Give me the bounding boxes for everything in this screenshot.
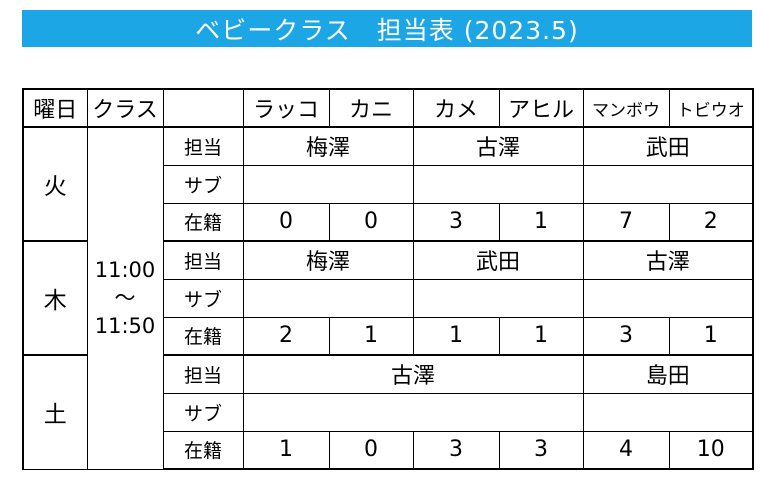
header-col-rakko: ラッコ	[242, 88, 330, 128]
header-col-manbou: マンボウ	[582, 88, 670, 128]
header-col-kani: カニ	[328, 88, 414, 128]
row-label-sub: サブ	[162, 392, 244, 432]
table-row: サブ	[23, 278, 754, 318]
row-label-sub: サブ	[162, 164, 244, 204]
header-col-tobiuo: トビウオ	[668, 88, 754, 128]
row-label-sub: サブ	[162, 278, 244, 318]
header-col-kame: カメ	[412, 88, 500, 128]
enrolled-cell: 10	[668, 430, 754, 470]
enrolled-cell: 0	[242, 202, 330, 242]
day-cell-sat: 土	[22, 354, 88, 470]
enrolled-cell: 1	[328, 316, 414, 356]
enrolled-cell: 0	[328, 430, 414, 470]
header-row: 曜日 クラス ラッコ カニ カメ アヒル マンボウ トビウオ	[22, 88, 754, 128]
row-label-teacher: 担当	[162, 126, 244, 166]
row-label-enrolled: 在籍	[162, 430, 244, 470]
header-blank	[162, 88, 244, 128]
enrolled-cell: 1	[668, 316, 754, 356]
sub-cell	[582, 392, 754, 432]
time-start: 11:00	[94, 258, 156, 283]
enrolled-cell: 1	[498, 316, 584, 356]
enrolled-cell: 3	[412, 202, 500, 242]
enrolled-cell: 0	[328, 202, 414, 242]
teacher-cell: 古澤	[242, 354, 584, 394]
enrolled-cell: 2	[668, 202, 754, 242]
time-end: 11:50	[94, 314, 156, 339]
teacher-cell: 武田	[412, 240, 584, 280]
enrolled-cell: 1	[242, 430, 330, 470]
enrolled-cell: 3	[498, 430, 584, 470]
row-label-teacher: 担当	[162, 240, 244, 280]
sub-cell	[242, 278, 414, 318]
sub-cell	[242, 392, 584, 432]
teacher-cell: 古澤	[412, 126, 584, 166]
header-day: 曜日	[22, 88, 88, 128]
row-label-enrolled: 在籍	[162, 202, 244, 242]
enrolled-cell: 3	[582, 316, 670, 356]
row-label-teacher: 担当	[162, 354, 244, 394]
day-cell-thu: 木	[22, 240, 88, 356]
teacher-cell: 島田	[582, 354, 754, 394]
sub-cell	[582, 278, 754, 318]
enrolled-cell: 4	[582, 430, 670, 470]
table-row: 在籍 2 1 1 1 3 1	[23, 316, 754, 356]
enrolled-cell: 1	[498, 202, 584, 242]
row-label-enrolled: 在籍	[162, 316, 244, 356]
teacher-cell: 武田	[582, 126, 754, 166]
page-title: ベビークラス 担当表 (2023.5)	[22, 10, 752, 47]
table-row: 土 担当 古澤 島田	[22, 354, 754, 470]
sub-cell	[412, 278, 584, 318]
header-class: クラス	[86, 88, 164, 128]
enrolled-cell: 2	[242, 316, 330, 356]
time-separator: ～	[114, 286, 136, 311]
sub-cell	[582, 164, 754, 204]
table-row: 木 担当 梅澤 武田 古澤	[22, 240, 754, 356]
teacher-cell: 梅澤	[242, 126, 414, 166]
header-col-ahiru: アヒル	[498, 88, 584, 128]
table-row: 火 11:00 ～ 11:50 担当 梅澤 古澤 武田	[22, 126, 754, 470]
enrolled-cell: 7	[582, 202, 670, 242]
teacher-cell: 梅澤	[242, 240, 414, 280]
sub-cell	[412, 164, 584, 204]
table-row: サブ	[23, 392, 754, 432]
class-time-cell: 11:00 ～ 11:50	[86, 126, 164, 470]
teacher-cell: 古澤	[582, 240, 754, 280]
day-cell-tue: 火	[22, 126, 88, 242]
enrolled-cell: 1	[412, 316, 500, 356]
enrolled-cell: 3	[412, 430, 500, 470]
schedule-table: 曜日 クラス ラッコ カニ カメ アヒル マンボウ トビウオ 火 11:00 ～…	[22, 88, 754, 470]
table-row: 在籍 1 0 3 3 4 10	[23, 430, 754, 470]
sub-cell	[242, 164, 414, 204]
